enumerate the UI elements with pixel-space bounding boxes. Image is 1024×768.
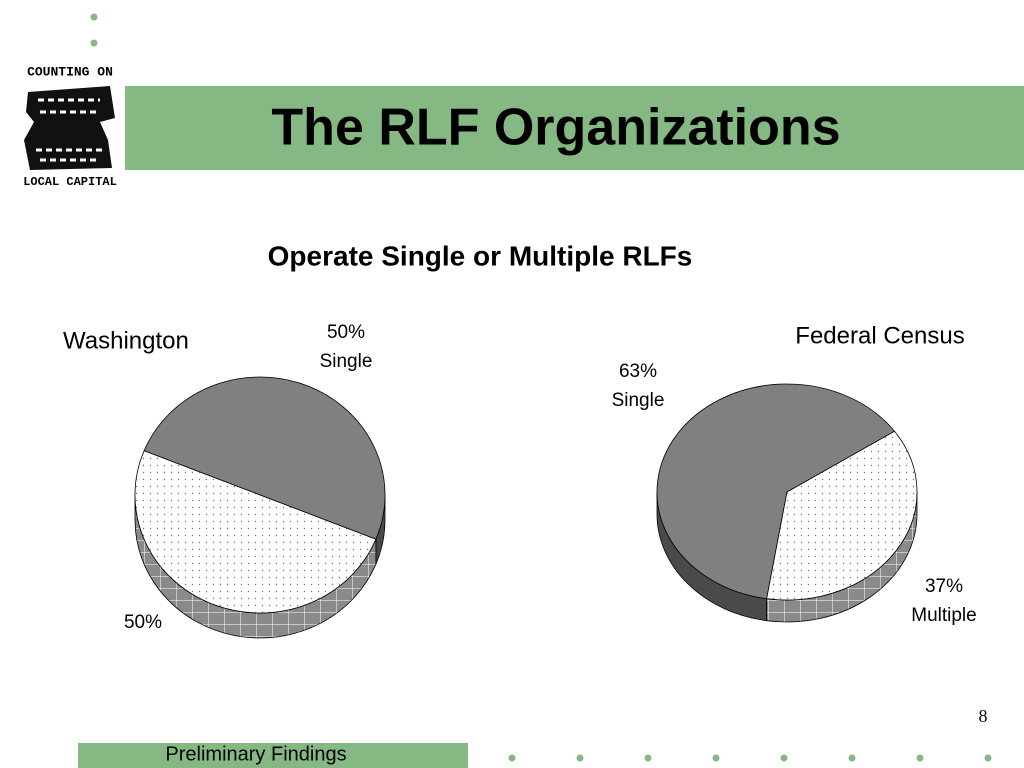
category-label: Multiple [110,641,175,662]
data-label: 50% Single [320,322,373,372]
value-label: 50% [327,322,365,343]
dot [848,754,856,762]
value-label: 63% [619,361,657,382]
subtitle: Operate Single or Multiple RLFs [268,240,693,271]
dot [90,13,98,21]
value-label: 37% [925,576,963,597]
page-number: 8 [979,706,988,726]
logo-text: COUNTING ON [27,64,113,79]
pie-slice [656,383,896,600]
footer-bar [78,743,468,768]
dot [90,39,98,47]
chart-title: Washington [63,327,189,354]
footer-dots [508,754,992,762]
category-label: Single [320,351,373,372]
dot [712,754,720,762]
pie-slice [143,376,386,540]
logo: COUNTING ON LOCAL CAPITAL [23,64,117,189]
title-bar [125,86,1024,170]
dot [984,754,992,762]
chart-title: Federal Census [795,322,964,349]
logo-text: LOCAL CAPITAL [23,175,117,189]
slide-title: The RLF Organizations [271,99,840,157]
dot [576,754,584,762]
pie-slice [134,450,377,614]
dot [644,754,652,762]
pie-tops [134,376,386,614]
value-label: 50% [124,612,162,633]
dot [780,754,788,762]
footer-text: Preliminary Findings [165,743,346,765]
pie-slice [766,430,918,601]
data-label: 63% Single [612,361,665,411]
dot [916,754,924,762]
category-label: Multiple [911,605,976,626]
data-label: 37% Multiple [911,576,976,626]
dot [508,754,516,762]
pie-tops [656,383,918,601]
data-label: 50% Multiple [110,612,175,662]
category-label: Single [612,390,665,411]
